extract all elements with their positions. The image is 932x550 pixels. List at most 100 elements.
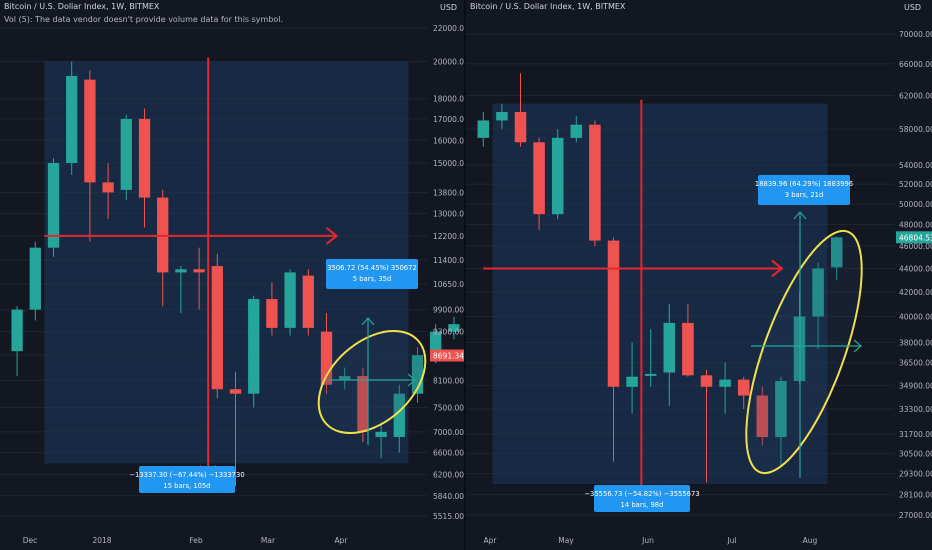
y-tick-label: 66000.00 [899, 60, 932, 69]
measure-zone[interactable] [492, 103, 828, 485]
price-tag-text: 46804.53 [899, 233, 932, 242]
measure-up-label-text: 3506.72 (54.45%) 350672 [327, 264, 417, 272]
candle-body[interactable] [551, 137, 564, 215]
currency-label[interactable]: USD [440, 3, 458, 12]
x-tick-label: May [558, 536, 574, 545]
right-chart-svg[interactable]: −35556.73 (−54.82%) −3555673 14 bars, 98d… [466, 0, 932, 550]
y-tick-label: 15000.00 [433, 159, 464, 168]
y-tick-label: 70000.00 [899, 30, 932, 39]
measure-down-label-bars: 14 bars, 98d [621, 501, 664, 509]
candle-body[interactable] [607, 240, 620, 387]
candle-body[interactable] [737, 379, 750, 396]
y-tick-label: 50000.00 [899, 200, 932, 209]
candle-body[interactable] [248, 299, 260, 394]
candle-body[interactable] [102, 182, 114, 193]
x-tick-label: Apr [335, 536, 349, 545]
candle-body[interactable] [84, 79, 96, 183]
measure-up-label-bars: 5 bars, 35d [353, 275, 392, 283]
candle-body[interactable] [830, 237, 843, 268]
y-tick-label: 30500.00 [899, 449, 932, 458]
x-tick-label: Aug [803, 536, 818, 545]
x-tick-label: Feb [189, 536, 203, 545]
measure-down-label-box[interactable] [139, 466, 235, 493]
candle-body[interactable] [812, 268, 824, 317]
candle-body[interactable] [496, 111, 508, 121]
y-tick-label: 27000.00 [899, 511, 932, 520]
candle-body[interactable] [626, 376, 638, 387]
currency-label[interactable]: USD [904, 3, 922, 12]
arrow-right-green-icon [407, 373, 416, 387]
y-tick-label: 46000.00 [899, 242, 932, 251]
left-chart-svg[interactable]: −13337.30 (−67.44%) −1333730 15 bars, 105… [0, 0, 464, 550]
candle-body[interactable] [66, 75, 78, 164]
y-tick-label: 52000.00 [899, 180, 932, 189]
y-tick-label: 48000.00 [899, 221, 932, 230]
y-tick-label: 42000.00 [899, 288, 932, 297]
candle-body[interactable] [302, 275, 314, 328]
candle-body[interactable] [644, 373, 657, 376]
candle-body[interactable] [589, 124, 601, 241]
y-tick-label: 58000.00 [899, 125, 932, 134]
measure-down-label-box[interactable] [594, 485, 690, 512]
y-tick-label: 34900.00 [899, 381, 932, 390]
candle-body[interactable] [175, 269, 187, 273]
candle-body[interactable] [375, 431, 387, 437]
candle-body[interactable] [266, 299, 278, 328]
candle-body[interactable] [339, 376, 351, 381]
candle-body[interactable] [663, 322, 676, 373]
x-tick-label: Jun [641, 536, 654, 545]
measure-up-label-box[interactable] [326, 259, 418, 289]
candle-body[interactable] [120, 118, 132, 190]
y-tick-label: 36500.00 [899, 359, 932, 368]
y-tick-label: 9900.00 [433, 306, 464, 315]
measure-up-label-text: 18839.96 (64.29%) 1883996 [755, 180, 853, 188]
measure-up-label-bars: 3 bars, 21d [785, 191, 824, 199]
candle-body[interactable] [477, 120, 490, 138]
candle-body[interactable] [11, 309, 23, 352]
x-tick-label: Dec [23, 536, 38, 545]
candle-body[interactable] [357, 376, 369, 432]
candle-body[interactable] [533, 142, 545, 215]
x-tick-label: 2018 [92, 536, 111, 545]
candle-body[interactable] [320, 331, 333, 385]
y-tick-label: 6200.00 [433, 471, 464, 480]
ellipse-highlight[interactable] [299, 311, 445, 453]
candle-body[interactable] [570, 124, 583, 138]
y-tick-label: 13800.00 [433, 188, 464, 197]
candle-body[interactable] [682, 322, 694, 376]
y-tick-label: 5840.00 [433, 492, 464, 501]
candle-body[interactable] [211, 266, 223, 390]
candle-body[interactable] [775, 381, 787, 438]
measure-up-label-box[interactable] [758, 175, 850, 205]
candle-body[interactable] [29, 247, 41, 310]
y-tick-label: 38000.00 [899, 338, 932, 347]
candle-body[interactable] [430, 331, 442, 356]
candle-body[interactable] [411, 355, 424, 394]
candle-body[interactable] [393, 393, 405, 437]
ellipse-highlight[interactable] [723, 218, 886, 486]
x-tick-label: Jul [726, 536, 736, 545]
candle-body[interactable] [284, 272, 296, 328]
candle-body[interactable] [514, 111, 527, 143]
price-tag [896, 231, 932, 244]
candle-body[interactable] [700, 375, 713, 387]
candle-body[interactable] [756, 395, 769, 438]
measure-down-label-text: −13337.30 (−67.44%) −1333730 [129, 471, 244, 479]
y-tick-label: 8100.00 [433, 376, 464, 385]
left-chart-panel[interactable]: −13337.30 (−67.44%) −1333730 15 bars, 105… [0, 0, 464, 550]
y-tick-label: 11400.00 [433, 256, 464, 265]
y-tick-label: 62000.00 [899, 91, 932, 100]
candle-body[interactable] [448, 324, 460, 332]
candle-body[interactable] [138, 118, 151, 198]
candle-body[interactable] [193, 269, 205, 273]
y-tick-label: 9300.00 [433, 328, 464, 337]
y-tick-label: 54000.00 [899, 161, 932, 170]
candle-body[interactable] [47, 163, 60, 248]
candle-body[interactable] [719, 379, 731, 387]
candle-body[interactable] [229, 389, 242, 394]
right-chart-panel[interactable]: −35556.73 (−54.82%) −3555673 14 bars, 98d… [466, 0, 932, 550]
y-tick-label: 6600.00 [433, 449, 464, 458]
y-tick-label: 22000.00 [433, 24, 464, 33]
measure-down-label-text: −35556.73 (−54.82%) −3555673 [584, 490, 699, 498]
y-tick-label: 40000.00 [899, 313, 932, 322]
